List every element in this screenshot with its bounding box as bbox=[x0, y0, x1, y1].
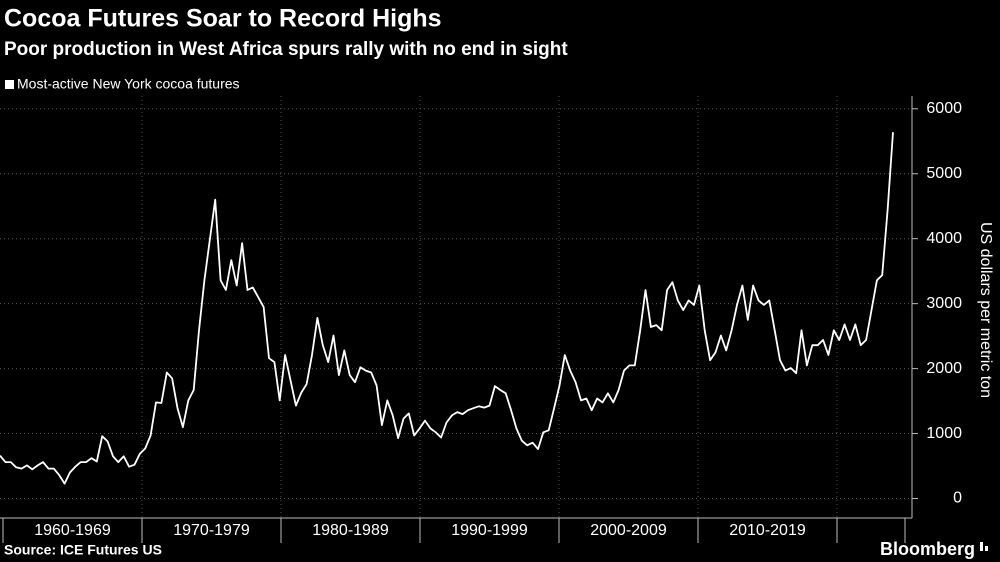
x-tick-label: 2010-2019 bbox=[729, 522, 806, 539]
x-tick-label: 1960-1969 bbox=[34, 522, 111, 539]
y-tick-label: 1000 bbox=[926, 425, 962, 442]
x-tick-label: 1980-1989 bbox=[312, 522, 389, 539]
y-tick-label: 4000 bbox=[926, 230, 962, 247]
x-tick-label: 1970-1979 bbox=[173, 522, 250, 539]
line-series bbox=[0, 132, 894, 485]
brand-icon bbox=[980, 542, 983, 551]
y-tick-label: 5000 bbox=[926, 165, 962, 182]
y-axis-label: US dollars per metric ton bbox=[977, 222, 994, 398]
chart-title: Cocoa Futures Soar to Record Highs bbox=[4, 5, 442, 33]
legend-label: Most-active New York cocoa futures bbox=[17, 76, 240, 92]
y-tick-label: 6000 bbox=[926, 100, 962, 117]
brand-icon bbox=[985, 546, 988, 551]
x-tick-label: 1990-1999 bbox=[451, 522, 528, 539]
y-tick-label: 2000 bbox=[926, 360, 962, 377]
y-tick-label: 3000 bbox=[926, 295, 962, 312]
y-tick-label: 0 bbox=[953, 490, 962, 507]
x-tick-label: 2000-2009 bbox=[590, 522, 667, 539]
source: Source: ICE Futures US bbox=[4, 542, 162, 558]
brand: Bloomberg bbox=[880, 539, 975, 559]
chart-subtitle: Poor production in West Africa spurs ral… bbox=[4, 39, 568, 60]
legend-swatch bbox=[5, 80, 14, 89]
